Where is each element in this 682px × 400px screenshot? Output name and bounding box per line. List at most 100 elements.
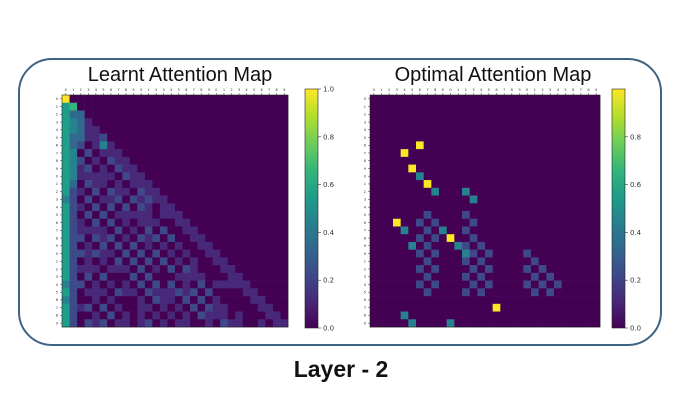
- x-tick-label: 4: [95, 88, 98, 92]
- heatmap-cell: [107, 125, 116, 134]
- heatmap-cell: [477, 102, 486, 111]
- heatmap-cell: [99, 303, 108, 312]
- heatmap-cell: [257, 280, 266, 289]
- heatmap-cell: [205, 133, 213, 142]
- heatmap-cell: [531, 149, 539, 158]
- heatmap-cell: [546, 234, 555, 243]
- heatmap-cell: [62, 125, 70, 134]
- heatmap-cell: [523, 288, 532, 297]
- heatmap-cell: [114, 180, 123, 189]
- heatmap-cell: [137, 180, 146, 189]
- heatmap-cell: [515, 303, 524, 312]
- heatmap-cell: [272, 164, 281, 173]
- heatmap-cell: [265, 156, 274, 165]
- heatmap-cell: [159, 303, 168, 312]
- heatmap-cell: [250, 288, 259, 297]
- heatmap-cell: [190, 296, 198, 305]
- heatmap-cell: [159, 164, 168, 173]
- heatmap-cell: [107, 234, 116, 243]
- x-tick-label: 8: [434, 88, 437, 92]
- heatmap-cell: [469, 187, 478, 196]
- heatmap-cell: [508, 172, 516, 181]
- heatmap-cell: [439, 288, 447, 297]
- heatmap-cell: [592, 319, 601, 328]
- heatmap-cell: [152, 249, 161, 258]
- heatmap-cell: [416, 311, 424, 320]
- heatmap-cell: [235, 218, 244, 227]
- heatmap-cell: [137, 249, 146, 258]
- heatmap-cell: [265, 110, 274, 119]
- heatmap-cell: [152, 118, 161, 127]
- heatmap-cell: [408, 156, 417, 165]
- heatmap-cell: [385, 156, 394, 165]
- heatmap-cell: [584, 280, 593, 289]
- heatmap-cell: [370, 272, 378, 281]
- x-tick-label: 4: [245, 88, 248, 92]
- heatmap-cell: [523, 172, 532, 181]
- heatmap-cell: [280, 102, 289, 111]
- heatmap-cell: [107, 195, 116, 204]
- heatmap-cell: [485, 211, 493, 220]
- heatmap-cell: [469, 288, 478, 297]
- heatmap-cell: [477, 156, 486, 165]
- heatmap-cell: [227, 303, 236, 312]
- heatmap-cell: [377, 187, 386, 196]
- heatmap-cell: [77, 249, 85, 258]
- heatmap-cell: [492, 110, 501, 119]
- heatmap-cell: [538, 218, 547, 227]
- heatmap-cell: [84, 265, 93, 274]
- y-tick-label: 4: [364, 283, 367, 287]
- heatmap-cell: [377, 234, 386, 243]
- heatmap-cell: [190, 241, 198, 250]
- heatmap-cell: [152, 149, 161, 158]
- heatmap-cell: [92, 257, 100, 266]
- x-tick-label: 7: [268, 88, 270, 92]
- y-tick-label: 7: [364, 306, 366, 310]
- x-tick-label: 2: [388, 88, 390, 92]
- heatmap-cell: [538, 141, 547, 150]
- heatmap-cell: [454, 265, 463, 274]
- y-tick-label: 9: [56, 167, 59, 171]
- heatmap-cell: [205, 311, 213, 320]
- heatmap-cell: [508, 102, 516, 111]
- heatmap-cell: [462, 125, 470, 134]
- heatmap-cell: [477, 172, 486, 181]
- heatmap-cell: [370, 125, 378, 134]
- heatmap-cell: [175, 203, 183, 212]
- heatmap-cell: [393, 195, 401, 204]
- heatmap-cell: [99, 226, 108, 235]
- heatmap-cell: [190, 303, 198, 312]
- heatmap-cell: [212, 265, 221, 274]
- heatmap-cell: [454, 195, 463, 204]
- heatmap-cell: [577, 141, 585, 150]
- heatmap-cell: [416, 195, 424, 204]
- heatmap-cell: [423, 133, 432, 142]
- heatmap-cell: [577, 211, 585, 220]
- heatmap-cell: [561, 110, 570, 119]
- heatmap-cell: [584, 149, 593, 158]
- heatmap-cell: [84, 110, 93, 119]
- heatmap-cell: [408, 172, 417, 181]
- y-tick-label: 6: [364, 144, 367, 148]
- heatmap-cell: [122, 319, 131, 328]
- heatmap-cell: [377, 311, 386, 320]
- heatmap-cell: [554, 288, 562, 297]
- heatmap-cell: [408, 110, 417, 119]
- heatmap-cell: [584, 311, 593, 320]
- heatmap-cell: [592, 311, 601, 320]
- heatmap-cell: [554, 164, 562, 173]
- heatmap-cell: [182, 133, 191, 142]
- heatmap-cell: [577, 280, 585, 289]
- heatmap-cell: [377, 226, 386, 235]
- heatmap-cell: [408, 272, 417, 281]
- heatmap-cell: [477, 272, 486, 281]
- heatmap-cell: [257, 211, 266, 220]
- heatmap-cell: [242, 272, 251, 281]
- heatmap-cell: [469, 95, 478, 104]
- heatmap-cell: [377, 203, 386, 212]
- heatmap-cell: [462, 164, 470, 173]
- heatmap-cell: [477, 125, 486, 134]
- heatmap-cell: [592, 234, 601, 243]
- heatmap-cell: [99, 187, 108, 196]
- heatmap-cell: [400, 95, 409, 104]
